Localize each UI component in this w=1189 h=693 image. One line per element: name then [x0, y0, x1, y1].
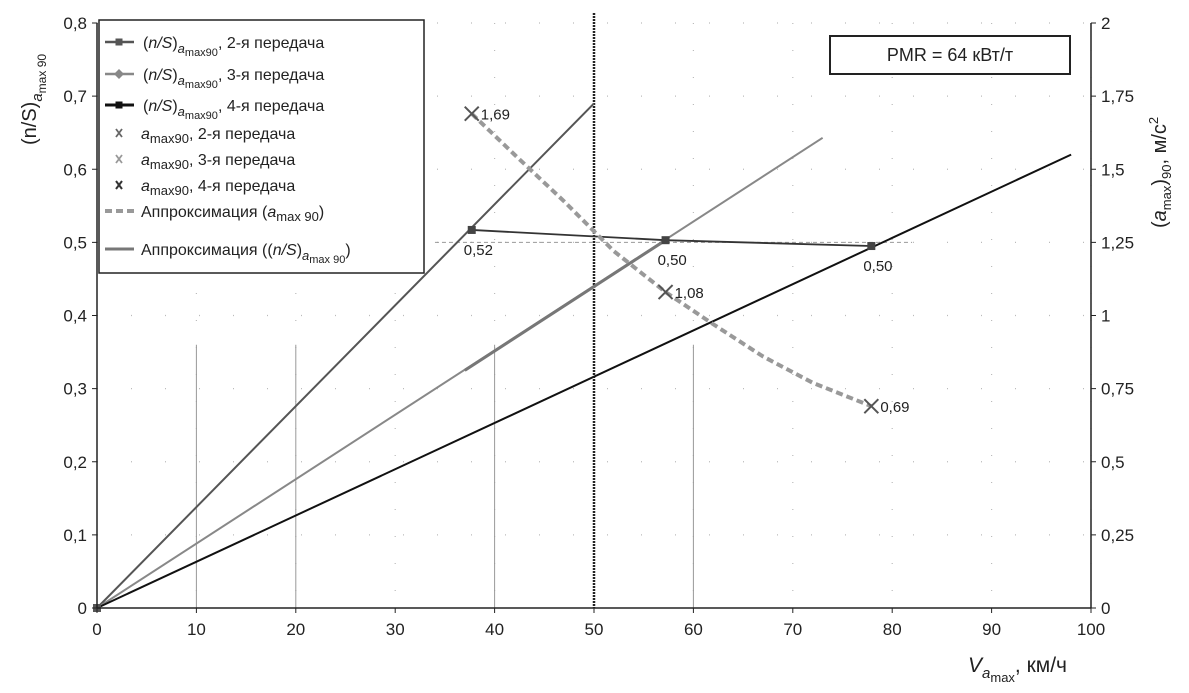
pmr-annotation: PMR = 64 кВт/т — [829, 35, 1071, 75]
x-tick-label-20: 20 — [286, 620, 305, 639]
legend-item-approx-ns: Аппроксимация ((n/S)amax 90) — [105, 242, 351, 266]
y-right-tick-label-0: 0 — [1101, 599, 1110, 618]
grid-layer — [97, 13, 1092, 608]
a-point-1 — [464, 105, 480, 122]
y-right-tick-label-6: 1,5 — [1101, 160, 1125, 179]
a-point-2 — [657, 284, 674, 300]
x-tick-label-50: 50 — [585, 620, 604, 639]
legend-item-ns-gear3: (n/S)amax90, 3-я передача — [105, 67, 324, 91]
a-point-label-3: 0,69 — [880, 399, 909, 416]
y-left-tick-label-7: 0,7 — [63, 87, 87, 106]
y-right-tick-label-1: 0,25 — [1101, 526, 1134, 545]
legend-label-approx-ns: Аппроксимация ((n/S)amax 90) — [141, 242, 351, 266]
legend-item-a-gear4: amax90, 4-я передача — [115, 178, 295, 198]
legend-label-a-gear2: amax90, 2-я передача — [141, 126, 295, 146]
x-tick-label-90: 90 — [982, 620, 1001, 639]
approx-ns-line — [463, 238, 667, 372]
x-tick-label-70: 70 — [783, 620, 802, 639]
x-tick-label-0: 0 — [92, 620, 101, 639]
y-right-tick-label-2: 0,5 — [1101, 453, 1125, 472]
approx-a-curve — [470, 112, 873, 409]
ns-connector-line — [471, 229, 872, 247]
y-right-tick-label-4: 1 — [1101, 307, 1110, 326]
y-right-axis-title: (amax)90, м/с2 — [1146, 117, 1174, 228]
legend-label-ns-gear4: (n/S)amax90, 4-я передача — [143, 98, 324, 122]
legend-label-a-gear3: amax90, 3-я передача — [141, 152, 295, 172]
legend-label-ns-gear2: (n/S)amax90, 2-я передача — [143, 35, 324, 59]
legend-item-approx-a: Аппроксимация (amax 90) — [105, 204, 324, 224]
legend-marker-a-gear2 — [115, 128, 123, 138]
y-right-tick-label-8: 2 — [1101, 14, 1110, 33]
y-left-tick-label-4: 0,4 — [63, 307, 87, 326]
a-point-label-2: 1,08 — [675, 285, 704, 302]
x-tick-label-100: 100 — [1077, 620, 1105, 639]
ns-point-label-3: 0,50 — [863, 258, 892, 275]
y-left-tick-label-3: 0,3 — [63, 380, 87, 399]
ns-point-3 — [867, 242, 876, 251]
legend-marker-a-gear3 — [115, 154, 123, 164]
x-tick-label-40: 40 — [485, 620, 504, 639]
legend-marker-ns-gear4 — [115, 101, 123, 109]
legend-marker-ns-gear2 — [115, 38, 123, 46]
y-left-tick-label-6: 0,6 — [63, 160, 87, 179]
y-right-tick-label-7: 1,75 — [1101, 87, 1134, 106]
pmr-text: PMR = 64 кВт/т — [887, 45, 1013, 65]
legend-label-ns-gear3: (n/S)amax90, 3-я передача — [143, 67, 324, 91]
ticks-layer: 0 10 20 30 40 50 60 70 80 90 10000,10,20,30,40,50,… — [63, 14, 1134, 639]
gear-line-2 — [96, 102, 595, 609]
marks-layer: 0,52 0,50 0,50 1,69 1,08 0,69 — [93, 105, 910, 612]
ns-point-label-1: 0,52 — [464, 242, 493, 259]
legend-box — [98, 19, 425, 274]
legend-marker-ns-gear3 — [114, 69, 124, 79]
ns-point-2 — [661, 236, 670, 245]
legend-item-a-gear3: amax90, 3-я передача — [115, 152, 295, 172]
y-left-tick-label-0: 0 — [78, 599, 87, 618]
y-left-tick-label-2: 0,2 — [63, 453, 87, 472]
y-right-tick-label-5: 1,25 — [1101, 233, 1134, 252]
y-left-tick-label-8: 0,8 — [63, 14, 87, 33]
x-axis-title: Vamax, км/ч — [968, 654, 1067, 685]
legend-label-a-gear4: amax90, 4-я передача — [141, 178, 295, 198]
legend-item-ns-gear4: (n/S)amax90, 4-я передача — [105, 98, 324, 122]
legend-item-a-gear2: amax90, 2-я передача — [115, 126, 295, 146]
legend-marker-a-gear4 — [115, 180, 123, 190]
y-left-tick-label-5: 0,5 — [63, 233, 87, 252]
y-right-tick-label-3: 0,75 — [1101, 380, 1134, 399]
y-left-tick-label-1: 0,1 — [63, 526, 87, 545]
x-tick-label-10: 10 — [187, 620, 206, 639]
legend-label-approx-a: Аппроксимация (amax 90) — [141, 204, 324, 224]
a-point-label-1: 1,69 — [481, 107, 510, 124]
x-tick-label-80: 80 — [883, 620, 902, 639]
a-point-3 — [863, 398, 880, 414]
legend-item-ns-gear2: (n/S)amax90, 2-я передача — [105, 35, 324, 59]
ns-point-label-2: 0,50 — [658, 252, 687, 269]
y-left-axis-title: (n/S)amax 90 — [19, 54, 49, 145]
x-tick-label-60: 60 — [684, 620, 703, 639]
x-tick-label-30: 30 — [386, 620, 405, 639]
pmr-box — [829, 35, 1071, 75]
gear-line-3 — [96, 136, 824, 609]
ns-point-1 — [467, 225, 476, 234]
gear-line-4 — [96, 153, 1072, 609]
legend: (n/S)amax90, 2-я передача (n/S)amax90, 3… — [98, 19, 425, 274]
